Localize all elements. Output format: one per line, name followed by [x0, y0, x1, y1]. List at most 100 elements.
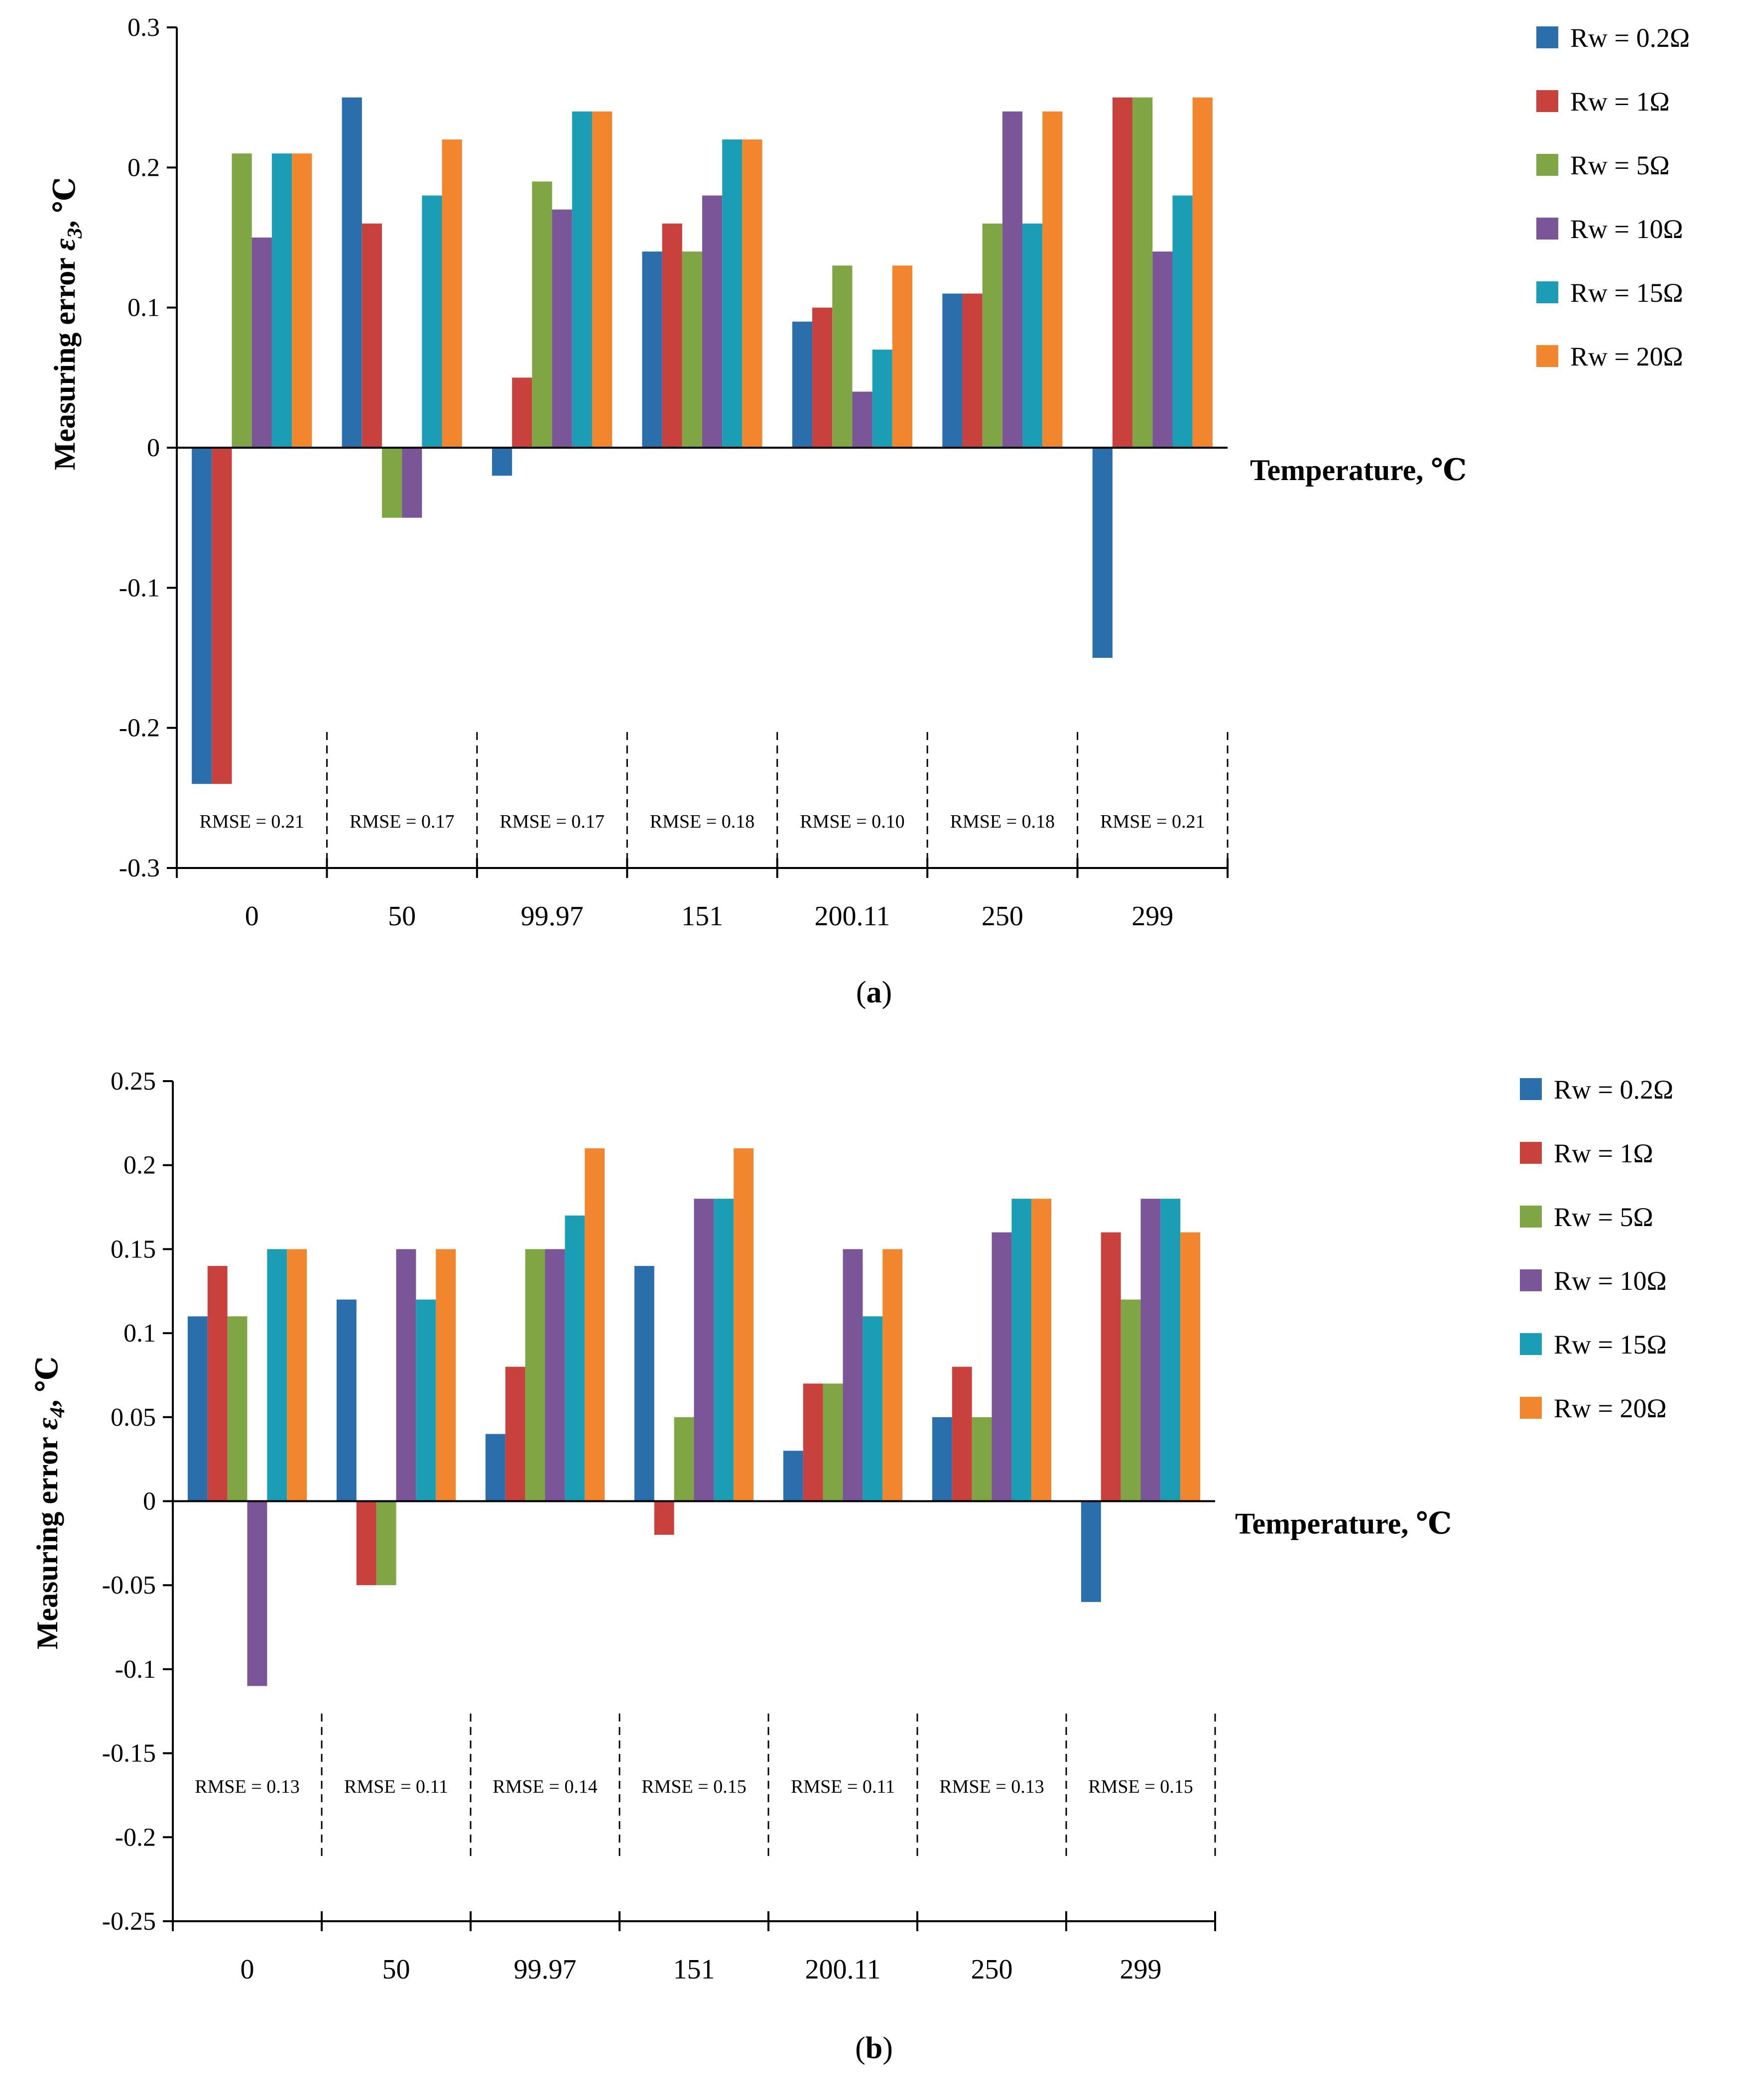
- rmse-annotation: RMSE = 0.15: [1088, 1776, 1193, 1797]
- bar: [592, 111, 613, 448]
- y-tick-label: -0.05: [102, 1571, 156, 1600]
- bar: [381, 448, 402, 518]
- legend-swatch: [1520, 1206, 1542, 1228]
- figure-a: 0.3 0.2 0.1 0 -0.1 -0.2 -0.3 0 50 99.97 151 200.11 2…: [48, 13, 1690, 1009]
- bar: [187, 1316, 208, 1501]
- x-tick-label: 99.97: [521, 901, 584, 932]
- bar: [662, 223, 682, 448]
- x-tick-label: 250: [971, 1954, 1013, 1985]
- rmse-annotation: RMSE = 0.13: [939, 1776, 1044, 1797]
- legend-swatch: [1520, 1397, 1542, 1419]
- bar: [1092, 448, 1113, 658]
- bar: [654, 1501, 674, 1535]
- bar: [1002, 111, 1023, 448]
- y-tick-label: -0.3: [119, 854, 160, 882]
- bar: [292, 153, 312, 448]
- bar: [932, 1417, 952, 1501]
- y-tick-label: 0.3: [127, 13, 160, 42]
- x-tick-label: 299: [1120, 1954, 1162, 1985]
- x-tick-label: 151: [673, 1954, 715, 1985]
- rmse-annotation: RMSE = 0.17: [499, 811, 604, 832]
- rmse-annotation: RMSE = 0.11: [791, 1776, 895, 1797]
- bar: [1172, 195, 1193, 448]
- bar: [396, 1249, 416, 1501]
- bar: [336, 1299, 357, 1501]
- rmse-annotation: RMSE = 0.18: [950, 811, 1055, 832]
- bar: [942, 293, 963, 448]
- y-tick-label: 0.2: [127, 153, 160, 182]
- bar: [376, 1501, 396, 1586]
- chart-a: 0.3 0.2 0.1 0 -0.1 -0.2 -0.3 0 50 99.97 151 200.11 2…: [48, 13, 1690, 932]
- legend-label: Rw = 15Ω: [1554, 1330, 1667, 1359]
- bar: [734, 1148, 754, 1501]
- bar: [512, 377, 532, 448]
- bar: [1101, 1232, 1121, 1501]
- x-tick-label: 299: [1131, 901, 1173, 932]
- bar: [634, 1266, 654, 1501]
- y-tick-label: -0.1: [115, 1655, 156, 1684]
- bar: [485, 1434, 505, 1501]
- x-tick-label: 151: [681, 901, 723, 932]
- bar: [852, 391, 873, 448]
- bar: [1192, 97, 1213, 448]
- legend-label: Rw = 5Ω: [1554, 1202, 1653, 1232]
- bar: [422, 195, 442, 448]
- bar: [1160, 1199, 1181, 1501]
- bar: [436, 1249, 456, 1501]
- legend-label: Rw = 10Ω: [1554, 1266, 1667, 1296]
- legend-swatch: [1536, 90, 1558, 112]
- bar: [1180, 1232, 1201, 1501]
- x-tick-label: 250: [982, 901, 1023, 932]
- bar: [1112, 97, 1133, 448]
- x-tick-label: 200.11: [805, 1954, 881, 1985]
- y-tick-label: 0.2: [124, 1151, 156, 1180]
- y-tick-label: 0.05: [111, 1403, 156, 1432]
- bar: [682, 251, 702, 448]
- y-tick-label: -0.1: [119, 574, 160, 602]
- rmse-annotation: RMSE = 0.11: [344, 1776, 448, 1797]
- bar: [247, 1501, 267, 1686]
- bar: [832, 265, 853, 448]
- bar: [863, 1316, 883, 1501]
- bar: [694, 1199, 714, 1501]
- bar: [803, 1383, 823, 1501]
- bar: [192, 448, 212, 784]
- bar: [992, 1232, 1012, 1501]
- legend-label: Rw = 0.2Ω: [1554, 1075, 1673, 1105]
- bar: [416, 1299, 436, 1501]
- bar: [1081, 1501, 1101, 1602]
- y-tick-label: -0.15: [102, 1739, 156, 1768]
- x-tick-label: 0: [241, 1954, 254, 1985]
- x-axis-title: Temperature, ℃: [1235, 1507, 1452, 1540]
- legend-swatch: [1520, 1142, 1542, 1164]
- panel-label-b: (b): [855, 2031, 893, 2065]
- bar: [212, 448, 232, 784]
- legend-label: Rw = 20Ω: [1570, 342, 1683, 371]
- bar: [532, 181, 552, 448]
- legend-swatch: [1520, 1078, 1542, 1100]
- bar: [982, 223, 1002, 448]
- rmse-annotation: RMSE = 0.10: [800, 811, 904, 832]
- bar: [267, 1249, 287, 1501]
- legend-label: Rw = 5Ω: [1570, 150, 1670, 180]
- bar: [402, 448, 422, 518]
- bar: [227, 1316, 248, 1501]
- figure-b: 0.25 0.2 0.15 0.1 0.05 0 -0.05 -0.1 -0.15 -0.2 -0.…: [0, 1050, 1747, 2100]
- rmse-annotation: RMSE = 0.15: [641, 1776, 746, 1797]
- rmse-annotation: RMSE = 0.18: [650, 811, 754, 832]
- y-tick-label: 0: [143, 1487, 156, 1516]
- legend-swatch: [1520, 1333, 1542, 1355]
- bar: [1132, 97, 1153, 448]
- bar: [1031, 1199, 1052, 1501]
- y-tick-label: -0.2: [119, 714, 160, 742]
- y-tick-label: 0.1: [127, 294, 160, 322]
- x-tick-label: 50: [388, 901, 416, 932]
- legend-label: Rw = 10Ω: [1570, 214, 1683, 244]
- bar: [783, 1451, 803, 1501]
- legend-label: Rw = 0.2Ω: [1570, 23, 1690, 53]
- y-tick-label: 0: [147, 434, 160, 462]
- x-tick-label: 99.97: [514, 1954, 577, 1985]
- bar: [1121, 1299, 1141, 1501]
- bar: [342, 97, 362, 448]
- rmse-annotation: RMSE = 0.21: [1100, 811, 1205, 832]
